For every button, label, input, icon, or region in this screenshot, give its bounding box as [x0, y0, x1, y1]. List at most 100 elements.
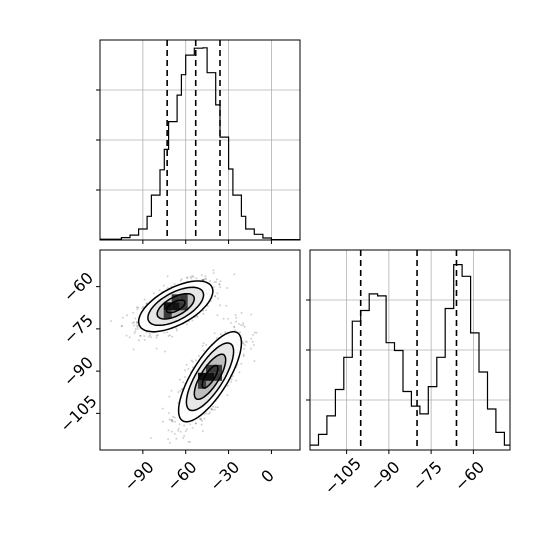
- scatter-point: [174, 420, 176, 423]
- scatter-point: [250, 347, 252, 350]
- scatter-point: [189, 275, 192, 278]
- scatter-point: [170, 430, 173, 433]
- marginal-x-ticks: [96, 89, 272, 244]
- scatter-point: [183, 424, 186, 427]
- scatter-point: [241, 341, 244, 344]
- scatter-point: [136, 306, 138, 309]
- scatter-point: [139, 334, 142, 337]
- scatter-point: [213, 281, 216, 284]
- scatter-point: [191, 319, 194, 322]
- marginal-x-histogram: [100, 47, 300, 241]
- scatter-point: [190, 277, 193, 280]
- scatter-point: [216, 292, 219, 295]
- marginal-x-histogram-panel: [96, 39, 301, 244]
- scatter-point: [201, 278, 203, 281]
- scatter-point: [213, 408, 216, 411]
- scatter-point: [199, 417, 201, 420]
- scatter-point: [187, 368, 190, 370]
- marginal-y-tick-label: −90: [366, 457, 403, 494]
- scatter-point: [200, 417, 203, 420]
- scatter-point: [237, 323, 240, 325]
- scatter-point: [217, 297, 220, 300]
- scatter-point: [217, 406, 219, 409]
- scatter-point: [189, 423, 192, 426]
- scatter-point: [147, 335, 150, 338]
- scatter-point: [192, 275, 195, 278]
- scatter-point: [253, 360, 256, 363]
- scatter-point: [205, 278, 208, 281]
- scatter-point: [126, 314, 129, 317]
- scatter-point: [202, 278, 205, 281]
- scatter-point: [133, 324, 136, 327]
- contour-cluster-1-level-1: [193, 353, 227, 401]
- scatter-point: [250, 337, 253, 340]
- scatter-point: [235, 379, 238, 382]
- scatter-point: [240, 324, 242, 327]
- scatter-point: [155, 336, 158, 339]
- scatter-point: [233, 329, 236, 332]
- scatter-point: [179, 430, 182, 433]
- scatter-point: [230, 378, 233, 381]
- scatter-point: [206, 305, 209, 308]
- scatter-point: [233, 326, 236, 329]
- scatter-point: [244, 344, 247, 347]
- scatter-point: [205, 309, 208, 312]
- marginal-y-tick-label: −60: [451, 457, 488, 494]
- scatter-point: [168, 418, 171, 421]
- scatter-point: [214, 295, 217, 297]
- scatter-point: [201, 419, 203, 422]
- scatter-point: [152, 292, 155, 295]
- scatter-point: [182, 437, 185, 439]
- scatter-point: [212, 286, 215, 289]
- scatter-point: [167, 438, 170, 441]
- scatter-point: [149, 334, 152, 337]
- marginal-y-tick-label: −75: [409, 457, 446, 494]
- scatter-point: [252, 333, 255, 336]
- density-core-pixel: [171, 302, 180, 311]
- marginal-x-quantile-lines: [166, 40, 221, 240]
- scatter-point: [167, 335, 170, 337]
- scatter-point: [204, 275, 207, 277]
- scatter-point: [158, 289, 161, 292]
- scatter-point: [229, 321, 232, 324]
- joint-y-tick-label: −90: [60, 353, 97, 390]
- scatter-point: [232, 375, 234, 378]
- scatter-point: [226, 394, 229, 397]
- scatter-point: [202, 278, 205, 281]
- density-core-pixel: [198, 372, 206, 381]
- scatter-point: [132, 348, 135, 351]
- scatter-point: [133, 332, 136, 335]
- scatter-point: [161, 420, 164, 423]
- scatter-point: [211, 408, 214, 411]
- scatter-point: [172, 415, 175, 418]
- scatter-point: [136, 328, 139, 331]
- scatter-point: [179, 389, 182, 392]
- scatter-point: [227, 317, 229, 320]
- scatter-point: [145, 302, 148, 305]
- contour-cluster-0-level-1: [156, 292, 196, 320]
- contour-cluster-0-level-3: [137, 280, 214, 333]
- scatter-point: [149, 436, 152, 439]
- scatter-point: [251, 340, 254, 343]
- scatter-point: [240, 311, 243, 314]
- scatter-point: [199, 418, 202, 421]
- scatter-point: [171, 419, 174, 422]
- scatter-point: [187, 440, 190, 443]
- scatter-point: [208, 411, 211, 414]
- scatter-point: [196, 315, 199, 318]
- scatter-point: [132, 311, 135, 314]
- scatter-point: [200, 274, 203, 277]
- scatter-point: [243, 347, 246, 350]
- scatter-point: [175, 327, 178, 330]
- scatter-point: [194, 422, 197, 425]
- scatter-point: [173, 432, 176, 435]
- scatter-point: [137, 306, 140, 309]
- scatter-point: [177, 429, 180, 432]
- scatter-point: [166, 275, 169, 278]
- scatter-point: [182, 381, 184, 384]
- density-core-pixel: [206, 372, 214, 381]
- histogram-step-line: [310, 264, 510, 446]
- joint-x-tick-label: 0: [257, 466, 278, 487]
- scatter-point: [203, 413, 206, 416]
- scatter-point: [135, 322, 138, 325]
